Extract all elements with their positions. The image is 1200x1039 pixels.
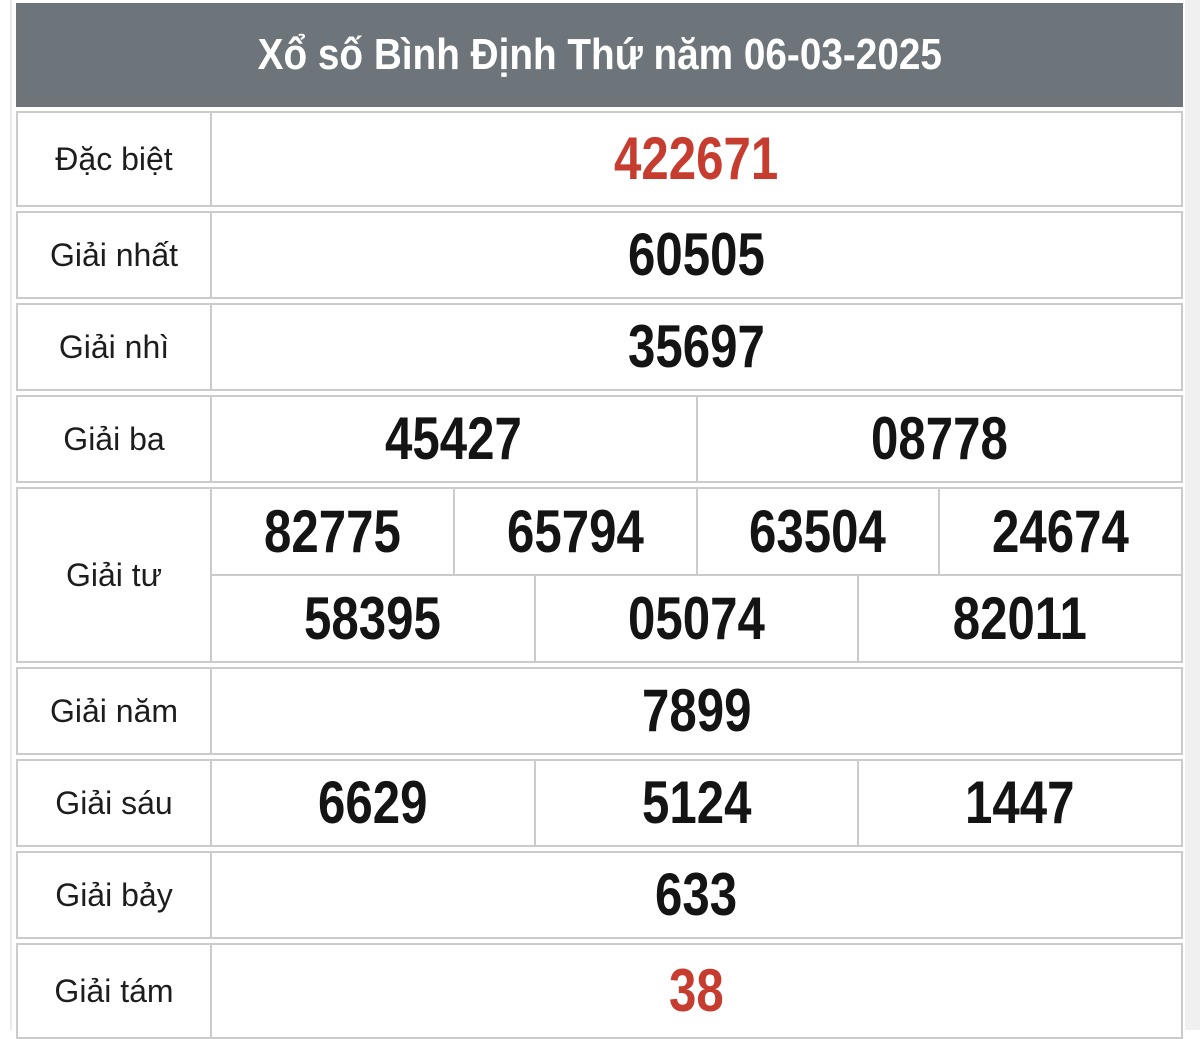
prize-number-cell: 1447: [857, 761, 1181, 845]
prize-row-giai-ba: Giải ba 45427 08778: [16, 395, 1183, 483]
prize-number-cell: 82775: [212, 489, 453, 574]
page-right-margin: [1185, 0, 1200, 1030]
prize-row-giai-nhi: Giải nhì 35697: [16, 303, 1183, 391]
prize-number: 82775: [263, 497, 401, 565]
prize-number: 65794: [506, 497, 644, 565]
prize-number: 35697: [628, 313, 765, 380]
prize-number-cell: 5124: [533, 761, 858, 845]
prize-number-cell: 58395: [212, 576, 534, 661]
results-header: Xổ số Bình Định Thứ năm 06-03-2025: [16, 3, 1183, 107]
prize-number: 08778: [870, 405, 1008, 472]
prize-row-giai-tu: Giải tư 82775 65794 63504 24674 58395: [16, 487, 1183, 663]
prize-number: 633: [655, 861, 738, 928]
prize-number: 45427: [385, 405, 523, 472]
prize-number-cell: 63504: [695, 489, 939, 574]
prize-number: 05074: [628, 584, 765, 652]
prize-number-cell: 24674: [938, 489, 1181, 574]
lottery-results-board: Xổ số Bình Định Thứ năm 06-03-2025 Đặc b…: [16, 3, 1183, 1039]
prize-number-cell: 45427: [212, 397, 696, 481]
prize-row-giai-bay: Giải bảy 633: [16, 851, 1183, 939]
prize-number-cell: 633: [212, 853, 1181, 937]
prize-number: 82011: [953, 584, 1088, 652]
prize-number: 60505: [628, 221, 765, 288]
prize-label-giai-nhat: Giải nhất: [18, 213, 212, 297]
prize-label-giai-bay: Giải bảy: [18, 853, 212, 937]
prize-number-cell: 35697: [212, 305, 1181, 389]
prize-number: 5124: [641, 769, 752, 836]
prize-number: 63504: [749, 497, 887, 565]
prize-number-cell: 65794: [452, 489, 696, 574]
prize-label-giai-tam: Giải tám: [18, 945, 212, 1037]
prize-label-giai-ba: Giải ba: [18, 397, 212, 481]
prize-number-cell: 82011: [857, 576, 1181, 661]
prize-label-giai-tu: Giải tư: [18, 489, 212, 661]
giai-tu-subrow-2: 58395 05074 82011: [212, 574, 1181, 661]
prize-number-cell: 38: [212, 945, 1181, 1037]
prize-number-cell: 6629: [212, 761, 534, 845]
prize-label-giai-nam: Giải năm: [18, 669, 212, 753]
page-title: Xổ số Bình Định Thứ năm 06-03-2025: [257, 30, 942, 79]
prize-number-cell: 422671: [212, 113, 1181, 205]
prize-number-cell: 08778: [695, 397, 1182, 481]
prize-number-cell: 60505: [212, 213, 1181, 297]
prize-number: 1447: [965, 769, 1075, 836]
prize-label-giai-nhi: Giải nhì: [18, 305, 212, 389]
prize-row-giai-nhat: Giải nhất 60505: [16, 211, 1183, 299]
page-left-edge-line: [10, 0, 12, 1030]
prize-number: 6629: [318, 769, 428, 836]
giai-tu-subrow-1: 82775 65794 63504 24674: [212, 489, 1181, 574]
prize-number-cell: 05074: [533, 576, 858, 661]
prize-row-giai-nam: Giải năm 7899: [16, 667, 1183, 755]
prize-number-cell: 7899: [212, 669, 1181, 753]
prize-number: 58395: [304, 584, 442, 652]
prize-row-giai-tam: Giải tám 38: [16, 943, 1183, 1039]
prize-row-dac-biet: Đặc biệt 422671: [16, 111, 1183, 207]
eighth-prize-number: 38: [669, 957, 724, 1024]
special-prize-number: 422671: [614, 125, 779, 192]
prize-row-giai-sau: Giải sáu 6629 5124 1447: [16, 759, 1183, 847]
prize-number: 7899: [641, 677, 752, 744]
prize-number: 24674: [992, 497, 1130, 565]
prize-label-giai-sau: Giải sáu: [18, 761, 212, 845]
prize-label-dac-biet: Đặc biệt: [18, 113, 212, 205]
